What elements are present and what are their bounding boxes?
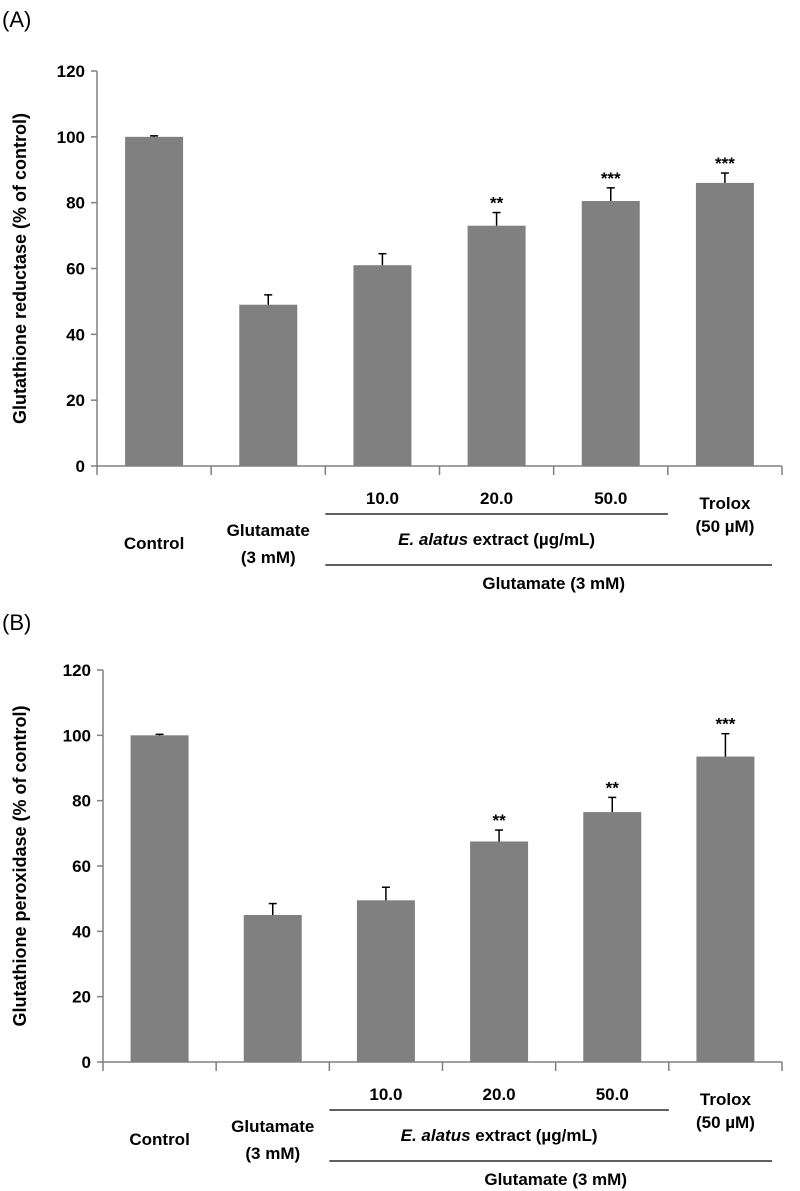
x-label-group: Glutamate (3 mM) [484, 1170, 627, 1189]
significance-marker: *** [715, 715, 735, 734]
x-label-extract: E. alatus extract (µg/mL) [398, 530, 595, 549]
y-tick-label: 40 [66, 325, 85, 344]
y-tick-label: 60 [72, 857, 91, 876]
x-label-trolox: Trolox [699, 494, 751, 513]
extract-species: E. alatus [401, 1126, 471, 1145]
x-label-conc-50: 50.0 [596, 1085, 629, 1104]
x-label-control: Control [129, 1130, 189, 1149]
bar [353, 265, 412, 466]
significance-marker: ** [490, 194, 504, 213]
x-label-trolox: Trolox [700, 1090, 752, 1109]
y-tick-label: 40 [72, 922, 91, 941]
chart-panel-2: (B) Glutathione peroxidase (% of control)… [2, 610, 783, 1189]
y-tick-label: 120 [63, 661, 91, 680]
bar [695, 182, 754, 466]
bar [239, 304, 298, 466]
extract-units: extract (µg/mL) [471, 1126, 598, 1145]
y-tick-label: 100 [63, 726, 91, 745]
x-label-conc-20: 20.0 [480, 489, 513, 508]
y-tick-label: 20 [66, 391, 85, 410]
significance-marker: *** [601, 169, 621, 188]
bar [130, 735, 189, 1062]
x-label-conc-10: 10.0 [369, 1085, 402, 1104]
y-tick-label: 80 [66, 194, 85, 213]
y-tick-label: 20 [72, 988, 91, 1007]
panel-label: (B) [2, 610, 31, 635]
x-label-glutamate: Glutamate [227, 521, 310, 540]
bar [470, 841, 529, 1062]
x-label-glutamate-conc: (3 mM) [245, 1144, 300, 1163]
x-label-glutamate: Glutamate [231, 1117, 314, 1136]
x-label-conc-10: 10.0 [366, 489, 399, 508]
significance-marker: ** [492, 811, 506, 830]
x-label-control: Control [124, 534, 184, 553]
bar [583, 812, 642, 1062]
x-label-group: Glutamate (3 mM) [482, 574, 625, 593]
significance-marker: ** [606, 778, 620, 797]
y-tick-label: 100 [57, 128, 85, 147]
x-label-extract: E. alatus extract (µg/mL) [401, 1126, 598, 1145]
x-label-conc-20: 20.0 [483, 1085, 516, 1104]
bar [696, 756, 755, 1062]
extract-species: E. alatus [398, 530, 468, 549]
chart-panel-1: (A) Glutathione reductase (% of control) 0… [2, 7, 783, 593]
x-label-conc-50: 50.0 [594, 489, 627, 508]
y-tick-label: 120 [57, 62, 85, 81]
bar [356, 900, 415, 1062]
bar [125, 136, 184, 467]
y-tick-label: 80 [72, 792, 91, 811]
y-axis-label: Glutathione peroxidase (% of control) [10, 705, 30, 1026]
y-tick-label: 60 [66, 260, 85, 279]
extract-units: extract (µg/mL) [468, 530, 595, 549]
bar [467, 225, 526, 466]
y-tick-label: 0 [82, 1053, 91, 1072]
x-label-trolox-conc: (50 µM) [695, 517, 754, 536]
x-label-glutamate-conc: (3 mM) [241, 548, 296, 567]
bar [581, 201, 640, 467]
significance-marker: *** [715, 154, 735, 173]
bar [243, 915, 302, 1062]
panel-label: (A) [2, 7, 31, 32]
y-axis-label: Glutathione reductase (% of control) [10, 113, 30, 424]
y-tick-label: 0 [76, 457, 85, 476]
x-label-trolox-conc: (50 µM) [696, 1113, 755, 1132]
